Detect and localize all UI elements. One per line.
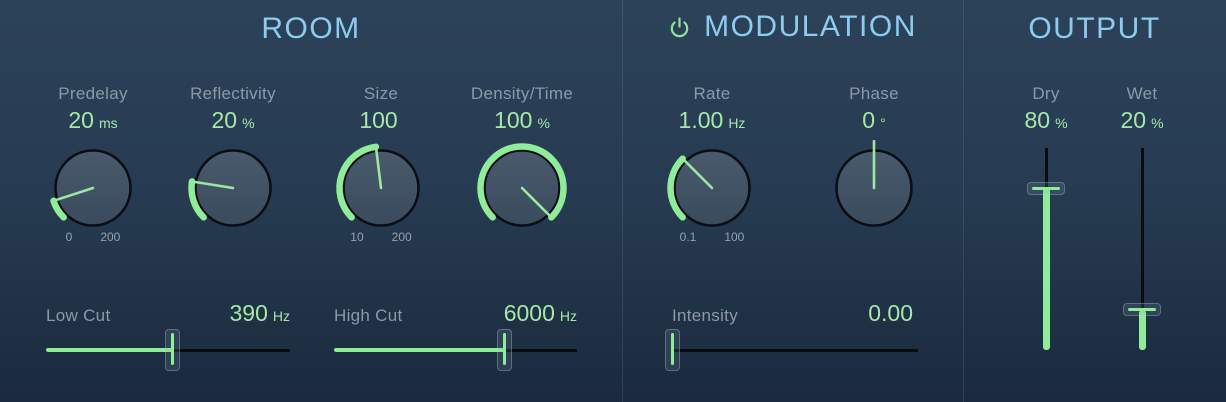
knob-label: Phase xyxy=(849,84,899,103)
modulation-section-title: MODULATION xyxy=(704,10,917,43)
slider-label: High Cut xyxy=(334,306,403,325)
output-section-title: OUTPUT xyxy=(1028,12,1161,45)
handle-mark xyxy=(502,333,506,365)
value-number: 6000 xyxy=(503,300,555,326)
knob-density-time: Density/Time 100% xyxy=(447,84,597,250)
room-section: ROOM Predelay 20 ms 0 200 Reflectivity 20… xyxy=(18,12,597,384)
knob-ticks: 10 200 xyxy=(306,230,456,244)
value-unit: Hz xyxy=(559,308,577,324)
value-unit: % xyxy=(537,115,550,131)
value-number: 100 xyxy=(494,107,533,133)
density-time-dial[interactable] xyxy=(474,140,570,236)
output-section: OUTPUT Dry 80% Wet 20% xyxy=(963,0,1226,402)
knob-label: Predelay xyxy=(58,84,128,103)
fader-value: 80% xyxy=(986,107,1106,136)
reflectivity-dial[interactable] xyxy=(185,140,281,236)
value-number: 20 xyxy=(1120,107,1147,133)
knob-value: 1.00 Hz xyxy=(637,107,787,136)
knob-value: 20% xyxy=(158,107,308,136)
high-cut-handle[interactable] xyxy=(496,329,512,371)
value-number: 100 xyxy=(359,107,398,133)
slider-value: 6000 Hz xyxy=(504,300,577,327)
wet-fader: Wet 20% xyxy=(1082,84,1202,374)
intensity-handle[interactable] xyxy=(664,329,680,371)
slider-fill xyxy=(334,348,505,352)
modulation-section: MODULATION Rate 1.00 Hz 0.1 100 Phase 0 ° … xyxy=(622,0,963,402)
value-number: 20 xyxy=(211,107,238,133)
tick-min: 10 xyxy=(350,230,364,244)
slider-rail xyxy=(672,348,918,352)
value-unit: ms xyxy=(98,115,118,131)
knob-ticks: 0 200 xyxy=(18,230,168,244)
section-divider xyxy=(963,0,964,402)
handle-mark xyxy=(1032,186,1060,190)
value-unit: % xyxy=(1055,115,1068,131)
knob-label: Size xyxy=(363,84,399,103)
knob-value: 100 xyxy=(306,107,456,133)
value-number: 1.00 xyxy=(678,107,724,133)
low-cut-track[interactable] xyxy=(46,328,290,372)
knob-label: Rate xyxy=(693,84,731,103)
wet-fader-handle[interactable] xyxy=(1123,303,1161,317)
tick-min: 0 xyxy=(65,230,73,244)
dry-fader-track[interactable] xyxy=(1027,148,1065,350)
knob-value: 100% xyxy=(447,107,597,136)
handle-mark xyxy=(670,333,674,365)
high-cut-slider: High Cut 6000 Hz xyxy=(334,300,577,384)
tick-max: 100 xyxy=(724,230,745,244)
fader-fill xyxy=(1042,188,1050,350)
low-cut-handle[interactable] xyxy=(165,329,181,371)
dry-fader: Dry 80% xyxy=(986,84,1106,374)
room-section-title: ROOM xyxy=(261,12,361,45)
value-number: 0.00 xyxy=(868,300,913,326)
fader-label: Wet xyxy=(1126,84,1158,103)
knob-size: Size 100 10 200 xyxy=(306,84,456,250)
tick-max: 200 xyxy=(100,230,121,244)
dry-fader-handle[interactable] xyxy=(1027,181,1065,195)
slider-label: Low Cut xyxy=(46,306,111,325)
fader-label: Dry xyxy=(1032,84,1060,103)
predelay-dial[interactable] xyxy=(45,140,141,236)
handle-mark xyxy=(1128,308,1156,312)
knob-phase: Phase 0 ° xyxy=(799,84,949,250)
fader-rail xyxy=(1140,148,1144,350)
slider-label: Intensity xyxy=(672,306,739,325)
knob-value: 20 ms xyxy=(18,107,168,136)
value-unit: Hz xyxy=(272,308,290,324)
fader-fill xyxy=(1138,309,1146,350)
value-unit: ° xyxy=(880,115,886,131)
value-number: 80 xyxy=(1024,107,1051,133)
value-number: 390 xyxy=(229,300,268,326)
size-dial[interactable] xyxy=(333,140,429,236)
knob-rate: Rate 1.00 Hz 0.1 100 xyxy=(637,84,787,250)
power-icon[interactable] xyxy=(668,16,691,39)
wet-fader-track[interactable] xyxy=(1123,148,1161,350)
knob-value: 0 ° xyxy=(799,107,949,136)
rate-dial[interactable] xyxy=(664,140,760,236)
slider-fill xyxy=(46,348,173,352)
fader-value: 20% xyxy=(1082,107,1202,136)
knob-label: Reflectivity xyxy=(190,84,276,103)
intensity-track[interactable] xyxy=(664,328,918,372)
value-number: 0 xyxy=(862,107,876,133)
section-divider xyxy=(622,0,623,402)
slider-value: 390 Hz xyxy=(230,300,291,327)
intensity-slider: Intensity 0.00 xyxy=(664,300,918,384)
knob-label: Density/Time xyxy=(470,84,574,103)
knob-ticks: 0.1 100 xyxy=(637,230,787,244)
tick-min: 0.1 xyxy=(679,230,697,244)
phase-dial[interactable] xyxy=(826,139,922,236)
value-number: 20 xyxy=(68,107,94,133)
knob-reflectivity: Reflectivity 20% xyxy=(158,84,308,250)
high-cut-track[interactable] xyxy=(334,328,577,372)
value-unit: % xyxy=(242,115,255,131)
value-unit: Hz xyxy=(728,115,746,131)
value-unit: % xyxy=(1151,115,1164,131)
slider-value: 0.00 xyxy=(868,300,918,327)
handle-mark xyxy=(171,333,175,365)
low-cut-slider: Low Cut 390 Hz xyxy=(46,300,290,384)
knob-predelay: Predelay 20 ms 0 200 xyxy=(18,84,168,250)
tick-max: 200 xyxy=(391,230,412,244)
